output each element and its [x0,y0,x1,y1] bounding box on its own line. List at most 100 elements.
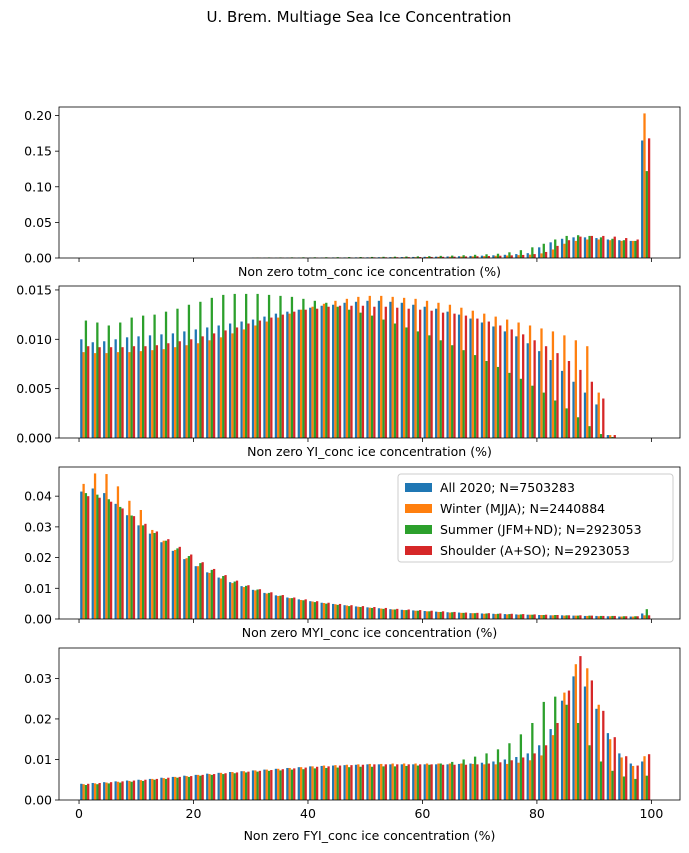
bar [645,171,648,258]
bar [116,352,120,438]
bar [254,325,257,438]
bar [171,550,175,619]
bar [380,763,383,800]
bar [377,764,381,800]
bar [121,781,124,800]
bar [199,563,202,619]
bar [542,701,545,800]
bar [483,613,486,619]
bar [485,254,488,258]
bar [567,361,571,438]
bar [128,780,131,800]
bar [419,257,422,258]
bar [96,784,99,800]
bar [506,255,509,258]
bar [336,604,339,619]
bar [125,780,129,800]
bar [219,578,223,619]
bar [563,335,566,438]
subplot-3: 0.00 0.01 0.02 0.03 0.04 Non zero MYI_conc ic… [24,466,681,640]
legend-label: All 2020; N=7503283 [440,480,575,495]
y-tick-label: 0.00 [24,612,52,627]
bar [487,763,490,800]
bar [302,600,305,619]
bar [519,614,523,619]
bar [219,337,223,438]
bar [576,417,580,438]
bar [338,603,342,619]
bar [148,778,152,800]
bar [119,782,122,800]
bar [258,589,262,619]
bar [359,257,362,258]
series-3-bars [84,696,648,800]
bar [464,764,468,800]
bar [139,780,142,800]
bar [148,335,152,438]
bar [597,392,600,438]
bar [80,339,83,438]
bar [492,326,495,438]
bar [625,238,628,258]
bar [178,341,181,438]
bar [441,312,445,438]
bar [103,341,106,438]
legend-swatch [405,483,432,492]
bar [471,310,474,438]
bar [538,351,541,438]
bar [611,238,614,258]
bar [380,608,383,619]
bar [274,768,278,800]
bar [609,240,612,258]
bar [446,612,449,619]
bar [473,613,477,619]
bar [304,767,307,800]
bar [435,611,438,619]
bar [171,333,175,438]
bar [247,771,250,800]
bar [560,615,564,619]
bar [370,315,374,438]
bar [400,609,403,619]
bar [611,770,614,800]
bar [251,589,255,619]
bar [540,328,543,438]
bar [164,311,168,438]
bar [87,496,90,619]
bar [332,765,335,800]
bar [549,360,552,438]
bar [107,325,110,438]
bar [519,734,523,800]
bar [590,615,593,619]
bar [622,776,626,800]
bar [441,611,445,619]
axes-frame [58,285,681,439]
bar [286,767,289,800]
bar [119,506,122,619]
bar [212,774,216,800]
bar [338,765,342,800]
bar [437,763,440,800]
bar [279,770,282,800]
bar [414,610,417,619]
bar [114,503,117,619]
bar [544,745,548,800]
bar [368,295,371,438]
bar [313,602,316,619]
bar [451,612,454,619]
bar [210,774,213,800]
bar [144,779,147,800]
bar [231,772,234,800]
bar [538,615,541,619]
bar [231,333,234,438]
bar [618,616,621,619]
bar [105,353,108,438]
bar [590,381,593,438]
bar [162,349,165,438]
bar [160,334,163,438]
bar [631,240,635,258]
bar [588,615,591,619]
bar [631,616,635,619]
bar [583,615,587,619]
bar [293,311,296,438]
